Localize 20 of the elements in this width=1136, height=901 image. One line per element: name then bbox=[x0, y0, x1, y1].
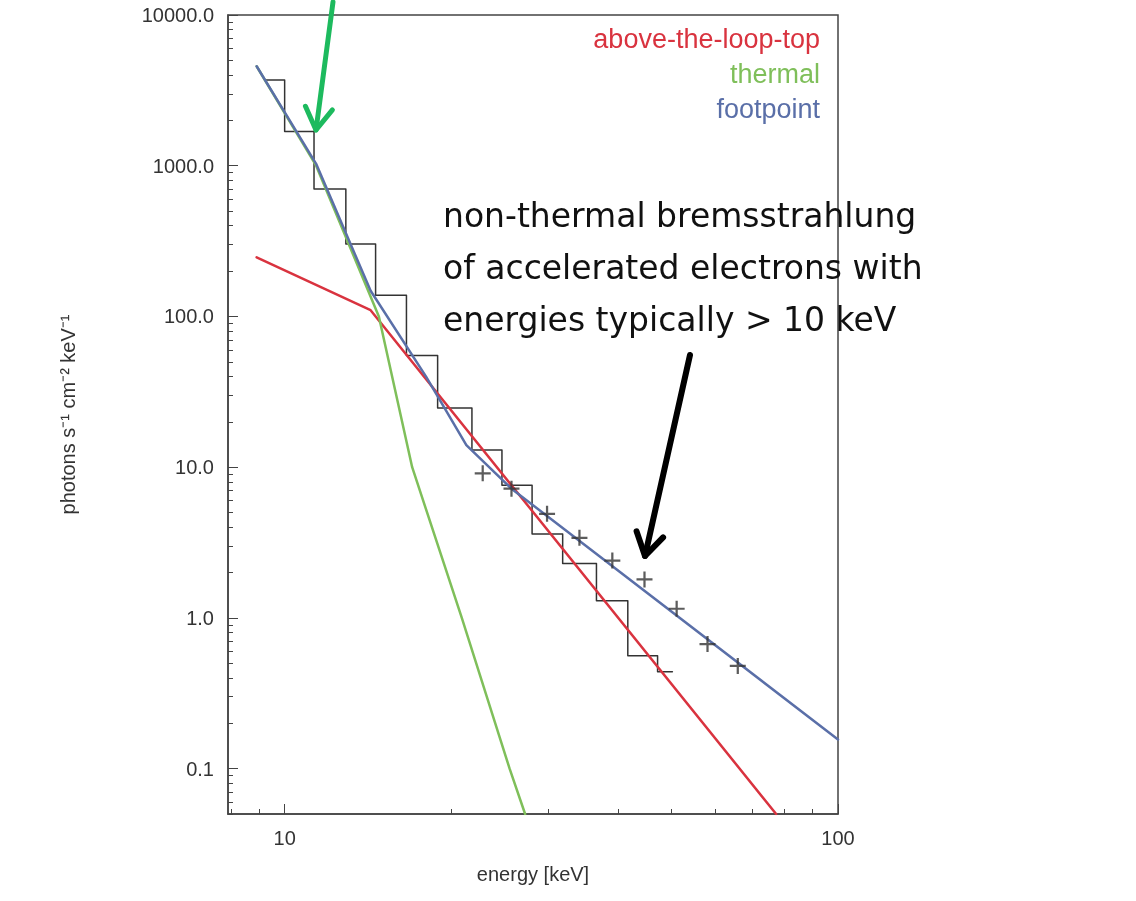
y-tick-label: 10.0 bbox=[175, 456, 214, 479]
x-tick-label: 10 bbox=[273, 827, 296, 849]
y-tick-label: 10000.0 bbox=[141, 4, 214, 26]
text: above-the-loop-top bbox=[593, 23, 820, 54]
y-axis-title: photons s⁻¹ cm⁻² keV⁻¹ bbox=[57, 314, 79, 515]
point bbox=[668, 600, 685, 617]
point bbox=[571, 529, 588, 546]
text: footpoint bbox=[716, 93, 821, 124]
y-tick-label: 0.1 bbox=[186, 757, 214, 780]
y-tick-label: 100.0 bbox=[163, 305, 214, 328]
point bbox=[539, 505, 556, 522]
point bbox=[604, 552, 621, 569]
y-tick-label: 1000.0 bbox=[152, 154, 214, 177]
y-tick-label: 1.0 bbox=[186, 606, 214, 629]
point bbox=[636, 571, 653, 588]
point bbox=[699, 636, 716, 653]
x-axis-title: energy [keV] bbox=[476, 863, 590, 885]
x-tick-label: 100 bbox=[821, 827, 855, 849]
point bbox=[474, 465, 491, 482]
text: thermal bbox=[729, 58, 820, 89]
